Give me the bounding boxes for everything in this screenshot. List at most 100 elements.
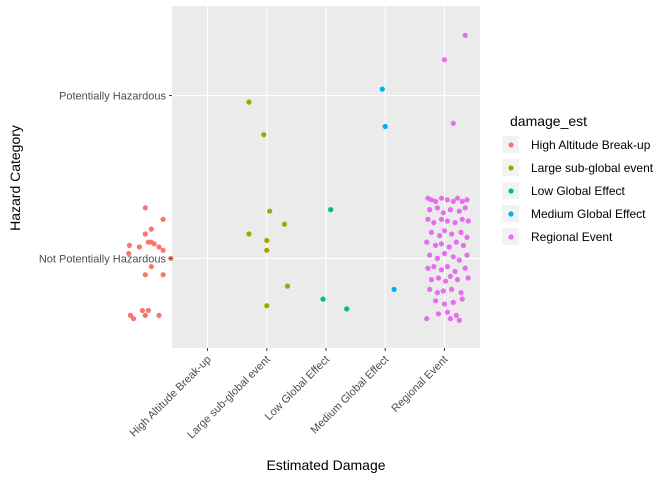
data-point <box>428 197 434 203</box>
data-point <box>320 296 326 302</box>
data-point <box>450 254 456 260</box>
data-point <box>456 257 462 263</box>
data-point <box>444 309 450 315</box>
data-point <box>453 239 459 245</box>
data-point <box>160 247 166 253</box>
data-point <box>148 264 154 270</box>
data-point <box>452 220 458 226</box>
data-point <box>438 267 445 273</box>
data-point <box>379 86 385 92</box>
data-point <box>126 242 132 248</box>
data-point <box>464 234 470 240</box>
data-point <box>444 197 450 203</box>
data-point <box>130 316 137 322</box>
data-point <box>424 239 430 245</box>
data-point <box>454 195 461 201</box>
data-point <box>462 265 468 271</box>
data-point <box>456 317 462 323</box>
data-point <box>459 198 465 204</box>
data-point <box>450 198 456 204</box>
legend-label: Regional Event <box>531 230 613 244</box>
data-point <box>427 286 433 292</box>
legend-title: damage_est <box>510 113 587 129</box>
data-point <box>264 237 270 244</box>
data-point <box>434 205 440 211</box>
data-point <box>281 221 288 227</box>
data-point <box>246 99 252 105</box>
data-point <box>427 207 433 213</box>
data-point <box>142 205 148 211</box>
data-point <box>462 32 468 38</box>
data-point <box>444 218 450 224</box>
data-point <box>464 252 470 258</box>
data-point <box>443 278 449 284</box>
data-points <box>126 32 471 323</box>
data-point <box>444 264 450 270</box>
data-point <box>136 244 142 250</box>
grid-lines <box>172 6 480 348</box>
data-point <box>433 242 439 248</box>
data-point <box>449 286 455 292</box>
legend-key-dot <box>508 211 514 217</box>
data-point <box>440 210 446 216</box>
data-point <box>435 311 442 317</box>
legend-key-dot <box>508 165 514 171</box>
y-tick-label: Not Potentially Hazardous <box>39 253 167 265</box>
data-point <box>437 233 443 239</box>
data-point <box>458 290 464 296</box>
data-point <box>139 307 145 314</box>
data-point <box>450 299 456 305</box>
data-point <box>431 220 437 226</box>
data-point <box>459 216 465 222</box>
legend-label: Medium Global Effect <box>531 207 646 221</box>
data-point <box>447 273 453 279</box>
legend-key-dot <box>508 142 514 148</box>
data-point <box>142 312 148 318</box>
data-point <box>438 241 445 247</box>
data-point <box>142 272 148 278</box>
data-point <box>441 301 448 307</box>
data-point <box>428 229 434 235</box>
data-point <box>441 228 448 234</box>
data-point <box>246 231 252 237</box>
data-point <box>425 216 431 222</box>
data-point <box>459 296 465 302</box>
data-point <box>465 275 471 281</box>
data-point <box>126 250 132 257</box>
data-point <box>441 57 448 63</box>
data-point <box>433 298 439 304</box>
data-point <box>435 275 442 281</box>
data-point <box>391 286 397 292</box>
legend: damage_est High Altitude Break-up Large s… <box>502 113 654 258</box>
data-point <box>382 123 388 130</box>
legend-label: Low Global Effect <box>531 184 625 198</box>
data-point <box>344 306 350 312</box>
data-point <box>440 288 446 294</box>
y-axis-title: Hazard Category <box>7 125 23 231</box>
data-point <box>458 229 464 235</box>
data-point <box>433 198 439 204</box>
data-point <box>156 312 162 318</box>
data-point <box>425 265 431 271</box>
x-tick-label: Regional Event <box>389 354 450 415</box>
data-point <box>434 255 440 261</box>
data-point <box>148 239 154 245</box>
data-point <box>264 247 270 253</box>
x-axis-title: Estimated Damage <box>266 457 385 473</box>
data-point <box>148 226 154 232</box>
y-tick-label: Potentially Hazardous <box>59 91 167 103</box>
x-tick-label: Low Global Effect <box>263 354 332 423</box>
data-point <box>438 216 445 222</box>
data-point <box>454 277 461 283</box>
legend-label: Large sub-global event <box>531 161 654 175</box>
data-point <box>127 312 134 318</box>
data-point <box>284 283 291 289</box>
data-point <box>456 208 462 214</box>
data-point <box>449 231 455 237</box>
data-point <box>428 277 434 283</box>
data-point <box>460 242 466 248</box>
data-point <box>142 231 148 237</box>
data-point <box>431 264 437 270</box>
legend-key-dot <box>508 234 514 240</box>
